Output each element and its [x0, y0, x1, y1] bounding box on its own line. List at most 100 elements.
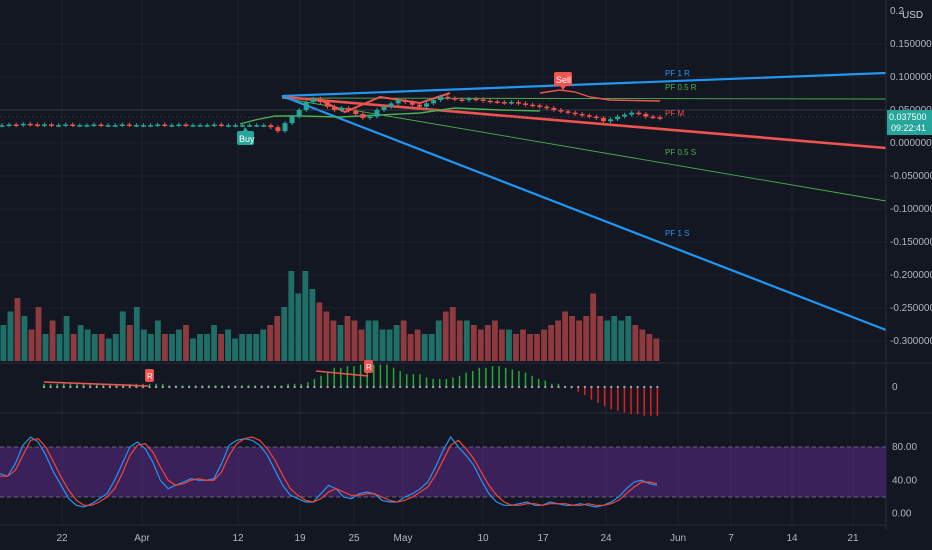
candle-body	[615, 116, 621, 120]
osc-dot	[530, 385, 534, 389]
osc-dot	[379, 385, 382, 389]
candle-body	[98, 124, 104, 127]
candle-body	[501, 102, 507, 104]
osc-dot	[372, 385, 375, 389]
time-axis[interactable]: 22 Apr 12 19 25 May 10 17 24 Jun 7 14 21	[56, 533, 859, 544]
volume-bar	[548, 325, 554, 361]
candle-body	[13, 124, 19, 127]
candle-body	[339, 108, 345, 110]
time-tick: 7	[728, 533, 734, 544]
time-tick: Apr	[134, 533, 150, 544]
candle-body	[0, 125, 5, 127]
candle-body	[162, 124, 168, 127]
candle-body	[494, 101, 500, 103]
volume-bar	[225, 329, 232, 361]
osc-dot	[365, 385, 369, 389]
candle-body	[34, 124, 40, 127]
candle-body	[579, 113, 585, 116]
price-axis[interactable]: 0.1500000.1000000.0500000.000000-0.05000…	[890, 6, 932, 347]
osc-dot	[352, 385, 356, 389]
osc-dot	[517, 385, 521, 389]
candle-body	[148, 125, 154, 127]
candle-body	[445, 96, 451, 99]
time-tick: 22	[56, 533, 68, 544]
osc-dot	[55, 385, 59, 389]
candle-body	[126, 124, 132, 127]
candle-body	[232, 125, 238, 127]
stoch-band	[0, 447, 886, 497]
osc-dot	[128, 385, 131, 389]
osc-dot	[497, 385, 501, 389]
volume-bar	[84, 329, 91, 361]
pf-1-s-line	[281, 94, 887, 332]
volume-bar	[140, 329, 147, 361]
candle-body	[607, 119, 613, 122]
osc-dot	[418, 385, 422, 389]
candle-body	[431, 100, 437, 104]
osc-dot	[359, 385, 362, 389]
volume-bar	[491, 320, 498, 361]
candle-body	[70, 124, 76, 127]
candle-body	[643, 113, 649, 117]
osc-dot	[49, 385, 52, 389]
osc-dot	[346, 385, 349, 389]
candle-body	[282, 123, 288, 132]
candle-body	[317, 98, 323, 103]
current-price-box: 0.037500 09:22:41	[887, 110, 932, 135]
osc-dot	[392, 385, 395, 389]
volume-bar	[316, 302, 323, 361]
time-tick: 10	[477, 533, 489, 544]
volume-bar	[435, 320, 442, 361]
osc-dot	[385, 385, 389, 389]
support-line	[239, 107, 541, 125]
candle-body	[395, 100, 401, 104]
volume-bar	[28, 329, 35, 361]
price-tick: -0.250000	[890, 303, 932, 314]
candles	[0, 94, 663, 134]
candle-body	[261, 125, 267, 127]
time-tick: 24	[600, 533, 612, 544]
volume-bar	[260, 329, 267, 361]
candle-body	[565, 111, 571, 113]
volume-bar	[169, 334, 175, 361]
osc-dot	[75, 385, 79, 389]
osc-dot	[550, 385, 554, 389]
currency-label[interactable]: USD	[902, 10, 923, 21]
volume-bar	[154, 320, 161, 361]
candle-body	[176, 124, 182, 127]
volume-bar	[288, 271, 295, 361]
candle-body	[487, 100, 493, 103]
divergence-line-1	[43, 381, 149, 387]
osc-dot	[339, 385, 343, 389]
resistance-curve	[539, 89, 661, 102]
osc-dot	[504, 385, 507, 389]
osc-dot	[478, 385, 481, 389]
volume-bar	[183, 325, 189, 361]
osc-dot	[412, 385, 415, 389]
volume-bar	[421, 334, 428, 361]
osc-dot	[590, 385, 593, 389]
volume-bar	[351, 320, 358, 361]
osc-dot	[253, 385, 257, 389]
volume-bar	[246, 334, 253, 361]
volume-bar	[330, 320, 337, 361]
osc-dot	[201, 385, 204, 389]
volume-bar	[77, 325, 84, 361]
buy-signal-pointer	[243, 127, 248, 131]
candle-body	[169, 125, 175, 127]
stoch-k-line	[0, 435, 658, 508]
volume-bar	[239, 334, 246, 361]
candle-body	[63, 124, 69, 127]
osc-dot	[273, 385, 277, 389]
candle-body	[600, 117, 606, 122]
volume-bar	[344, 316, 351, 361]
osc-dot	[293, 385, 296, 389]
pivot-labels: PF 1 R PF 0.5 R PF M PF 0.5 S PF 1 S	[665, 69, 697, 238]
buy-signal-box	[237, 131, 254, 145]
osc-dot	[537, 385, 540, 389]
divergence-tag-2	[364, 360, 373, 373]
osc-dot	[596, 385, 600, 389]
osc-dot	[187, 385, 191, 389]
volume-bar	[393, 325, 400, 361]
